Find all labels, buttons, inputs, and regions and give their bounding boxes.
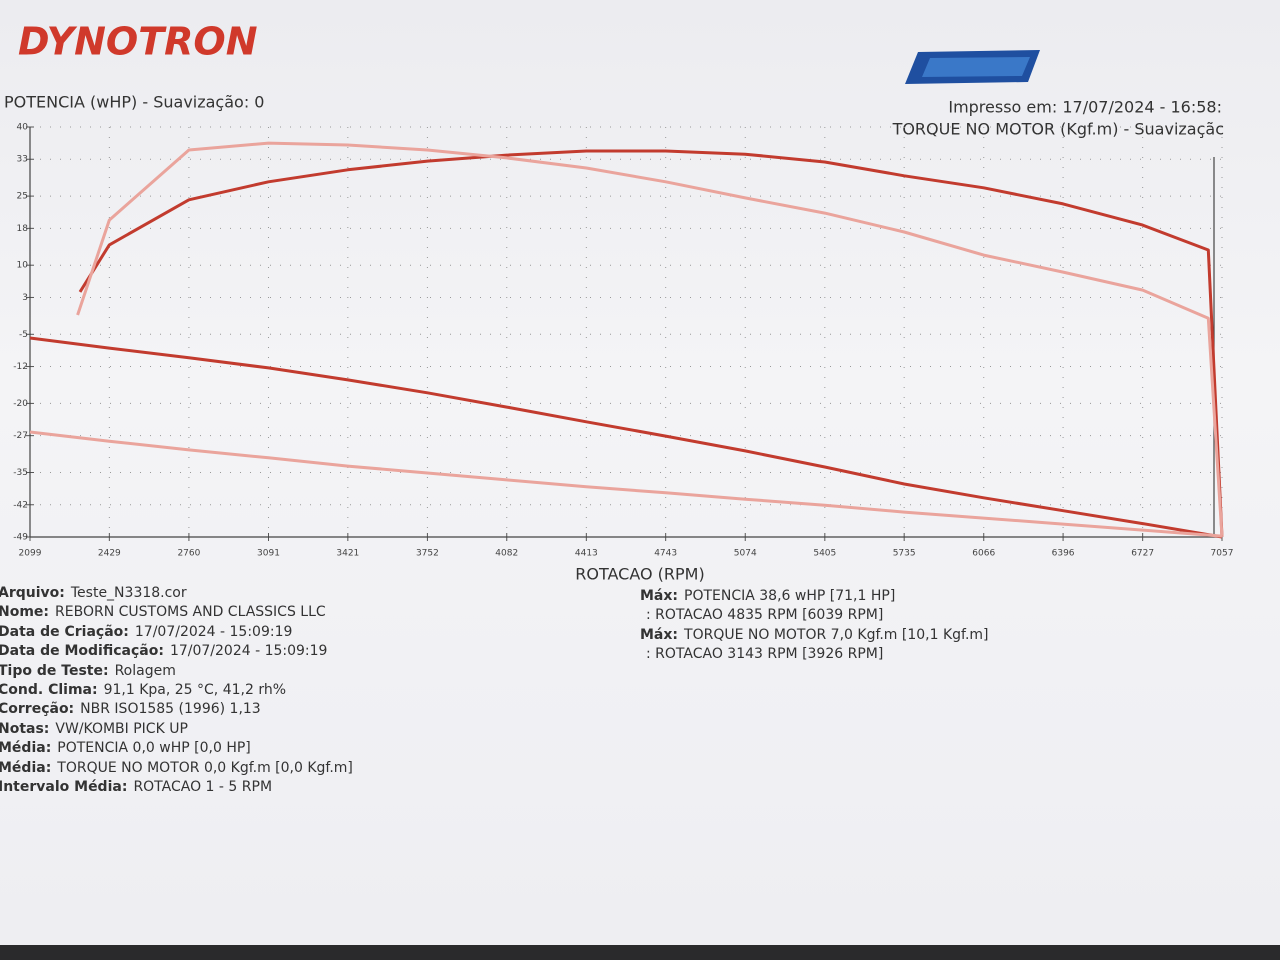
info-row: Data de Modificação: 17/07/2024 - 15:09:1… bbox=[0, 642, 353, 661]
info-value: VW/KOMBI PICK UP bbox=[55, 720, 188, 737]
info-row: Tipo de Teste: Rolagem bbox=[0, 662, 353, 681]
info-label: Notas: bbox=[0, 720, 50, 737]
info-value: TORQUE NO MOTOR 7,0 Kgf.m [10,1 Kgf.m] bbox=[684, 626, 989, 643]
info-value: REBORN CUSTOMS AND CLASSICS LLC bbox=[55, 604, 326, 621]
chart-title: POTENCIA (wHP) - Suavização: 0 bbox=[4, 93, 264, 112]
x-tick-label: 4082 bbox=[495, 549, 518, 559]
printed-date: Impresso em: 17/07/2024 - 16:58: bbox=[948, 98, 1222, 117]
x-tick-label: 5074 bbox=[734, 549, 757, 559]
y-tick-label: 33 bbox=[17, 155, 28, 165]
info-row: : ROTACAO 4835 RPM [6039 RPM] bbox=[640, 606, 989, 625]
y-tick-label: 10 bbox=[17, 261, 29, 271]
info-label: Cond. Clima: bbox=[0, 682, 98, 699]
y-tick-label: 3 bbox=[22, 293, 28, 303]
info-value: 17/07/2024 - 15:09:19 bbox=[169, 643, 328, 660]
y-tick-label: -49 bbox=[13, 533, 28, 543]
info-label: Arquivo: bbox=[0, 585, 65, 601]
y-tick-label: 25 bbox=[17, 192, 28, 202]
x-tick-label: 3421 bbox=[336, 549, 359, 559]
brand-logo: DYNOTRON bbox=[18, 20, 258, 64]
x-tick-label: 3091 bbox=[257, 549, 280, 559]
info-value: POTENCIA 38,6 wHP [71,1 HP] bbox=[684, 588, 896, 604]
info-label: Média: bbox=[0, 740, 52, 757]
x-tick-label: 3752 bbox=[416, 549, 439, 559]
y-tick-label: 40 bbox=[17, 123, 29, 133]
info-row: Notas: VW/KOMBI PICK UP bbox=[0, 720, 353, 739]
garage-logo bbox=[905, 50, 1040, 84]
info-label: Máx: bbox=[640, 588, 679, 604]
x-tick-label: 5735 bbox=[893, 549, 916, 559]
info-label: Média: bbox=[0, 759, 52, 776]
info-row: Correção: NBR ISO1585 (1996) 1,13 bbox=[0, 700, 353, 719]
info-row: : ROTACAO 3143 RPM [3926 RPM] bbox=[640, 645, 989, 664]
info-row: Intervalo Média: ROTACAO 1 - 5 RPM bbox=[0, 778, 353, 797]
info-value: ROTACAO 1 - 5 RPM bbox=[133, 779, 273, 796]
info-label: Intervalo Média: bbox=[0, 779, 128, 796]
info-row: Data de Criação: 17/07/2024 - 15:09:19 bbox=[0, 623, 353, 642]
info-row: Média: POTENCIA 0,0 wHP [0,0 HP] bbox=[0, 739, 353, 758]
info-right: Máx: POTENCIA 38,6 wHP [71,1 HP] : ROTACAO… bbox=[640, 587, 989, 665]
y2-axis-label: TORQUE NO MOTOR (Kgf.m) - Suavizaçãc bbox=[892, 120, 1224, 139]
y-tick-label: -35 bbox=[13, 468, 28, 478]
info-row: Cond. Clima: 91,1 Kpa, 25 °C, 41,2 rh% bbox=[0, 681, 353, 700]
y-tick-label: -20 bbox=[13, 399, 28, 409]
info-value: 17/07/2024 - 15:09:19 bbox=[134, 623, 293, 640]
info-left: Arquivo: Teste_N3318.cor Nome: REBORN CUSTO… bbox=[0, 584, 353, 797]
x-axis-label: ROTACAO (RPM) bbox=[575, 565, 704, 584]
info-row: Máx: TORQUE NO MOTOR 7,0 Kgf.m [10,1 Kgf.… bbox=[640, 626, 989, 645]
info-value: Rolagem bbox=[114, 662, 176, 679]
info-value: 91,1 Kpa, 25 °C, 41,2 rh% bbox=[103, 682, 287, 699]
x-tick-label: 2429 bbox=[98, 549, 121, 559]
series-line bbox=[29, 336, 1223, 539]
info-value: NBR ISO1585 (1996) 1,13 bbox=[80, 701, 261, 718]
info-label: Data de Criação: bbox=[0, 623, 129, 640]
x-tick-label: 7057 bbox=[1211, 549, 1234, 559]
x-tick-label: 6066 bbox=[972, 549, 995, 559]
info-label: Tipo de Teste: bbox=[0, 662, 109, 679]
info-label: Correção: bbox=[0, 701, 75, 718]
info-label: Nome: bbox=[0, 604, 50, 621]
info-value: POTENCIA 0,0 wHP [0,0 HP] bbox=[57, 740, 251, 757]
y-tick-label: -27 bbox=[13, 431, 28, 441]
x-tick-label: 4743 bbox=[654, 549, 677, 559]
y-tick-label: 18 bbox=[17, 224, 29, 234]
series-line bbox=[76, 141, 1224, 538]
info-value: : ROTACAO 4835 RPM [6039 RPM] bbox=[646, 607, 884, 624]
info-row: Máx: POTENCIA 38,6 wHP [71,1 HP] bbox=[640, 587, 989, 606]
y-tick-label: -5 bbox=[19, 330, 28, 340]
info-row: Nome: REBORN CUSTOMS AND CLASSICS LLC bbox=[0, 603, 353, 622]
info-value: TORQUE NO MOTOR 0,0 Kgf.m [0,0 Kgf.m] bbox=[57, 759, 353, 776]
info-row: Arquivo: Teste_N3318.cor bbox=[0, 584, 353, 603]
x-tick-label: 2760 bbox=[177, 549, 200, 559]
series-line bbox=[29, 430, 1223, 538]
y-tick-label: -42 bbox=[13, 500, 28, 510]
y-tick-label: -12 bbox=[13, 362, 28, 372]
info-value: Teste_N3318.cor bbox=[70, 585, 187, 601]
x-tick-label: 5405 bbox=[813, 549, 836, 559]
x-tick-label: 4413 bbox=[575, 549, 598, 559]
x-tick-label: 2099 bbox=[19, 549, 42, 559]
x-tick-label: 6727 bbox=[1131, 549, 1154, 559]
info-value: : ROTACAO 3143 RPM [3926 RPM] bbox=[646, 646, 884, 663]
info-label: Máx: bbox=[640, 626, 679, 643]
info-row: Média: TORQUE NO MOTOR 0,0 Kgf.m [0,0 Kgf… bbox=[0, 759, 353, 778]
info-label: Data de Modificação: bbox=[0, 643, 164, 660]
series-line bbox=[78, 149, 1224, 538]
x-tick-label: 6396 bbox=[1052, 549, 1075, 559]
